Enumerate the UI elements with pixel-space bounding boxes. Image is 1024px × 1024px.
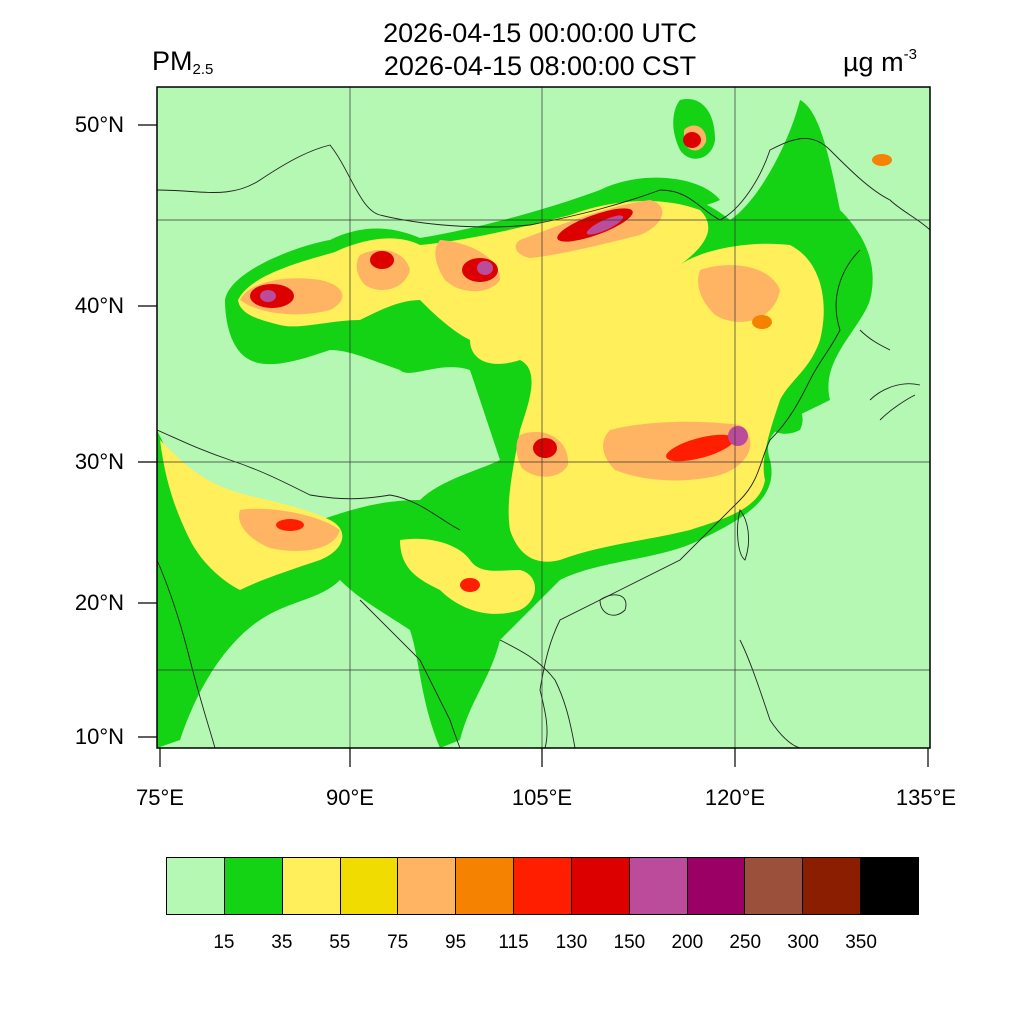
- colorbar-swatch: [167, 858, 225, 914]
- colorbar-swatch: [745, 858, 804, 914]
- colorbar-label: 35: [271, 932, 293, 953]
- lat-tick-label: 20°N: [74, 590, 124, 615]
- variable-subscript: 2.5: [192, 61, 214, 78]
- lat-tick-label: 40°N: [74, 293, 124, 318]
- colorbar-label: 150: [613, 932, 646, 953]
- hotspot-far-ne: [872, 154, 892, 166]
- field-orange-hebei: [698, 265, 780, 322]
- tick-marks: [138, 124, 929, 767]
- colorbar-label: 350: [845, 932, 877, 953]
- colorbar-swatch: [398, 858, 457, 914]
- variable-name: PM: [152, 46, 193, 76]
- boundaries: [157, 138, 930, 748]
- hotspot-myanmar: [460, 578, 480, 592]
- hotspot-hexi-core: [477, 261, 493, 275]
- title-cst: 2026-04-15 08:00:00 CST: [383, 51, 697, 81]
- colorbar-swatch: [629, 858, 688, 914]
- colorbar-swatch: [803, 858, 862, 914]
- colorbar-swatch: [282, 858, 341, 914]
- units-exponent: -3: [903, 46, 917, 63]
- colorbar-swatch: [456, 858, 515, 914]
- hotspot-ganges: [276, 519, 304, 531]
- lat-tick-label: 10°N: [74, 724, 124, 749]
- lon-tick-label: 105°E: [511, 785, 573, 810]
- colorbar-swatch: [687, 858, 746, 914]
- title-utc: 2026-04-15 00:00:00 UTC: [383, 18, 697, 48]
- colorbar-label: 75: [387, 932, 409, 953]
- graticule: [157, 87, 930, 748]
- lat-tick-label: 50°N: [74, 112, 124, 137]
- hotspot-sichuan: [533, 438, 557, 458]
- hotspot-yangtze: [666, 434, 734, 462]
- colorbar-label: 55: [329, 932, 351, 953]
- lon-tick-label: 135°E: [895, 785, 957, 810]
- colorbar-label: 250: [729, 932, 762, 953]
- colorbar-label: 15: [213, 932, 235, 953]
- colorbar-swatch: [514, 858, 572, 914]
- lat-tick-label: 30°N: [74, 449, 124, 474]
- colorbar-swatch: [861, 858, 918, 914]
- colorbar-label: 115: [498, 932, 529, 953]
- hotspot-tarim-core: [260, 290, 276, 302]
- colorbar-swatch: [571, 858, 630, 914]
- lon-tick-label: 120°E: [704, 785, 766, 810]
- hotspot-shandong: [752, 315, 772, 329]
- units-base: µg m: [843, 47, 904, 77]
- units-label: µg m-3: [843, 46, 917, 78]
- colorbar-label: 130: [555, 932, 588, 953]
- variable-label: PM2.5: [152, 46, 213, 78]
- hotspot-shanghai: [728, 426, 748, 446]
- colorbar-label: 95: [445, 932, 467, 953]
- colorbar-swatch: [340, 858, 399, 914]
- colorbar-label: 300: [787, 932, 819, 953]
- lon-tick-label: 75°E: [136, 785, 184, 810]
- colorbar-label: 200: [671, 932, 704, 953]
- hotspot-ne: [683, 132, 701, 148]
- map-frame: [156, 86, 931, 749]
- colorbar: [166, 857, 919, 915]
- lon-tick-label: 90°E: [326, 785, 374, 810]
- colorbar-swatch: [224, 858, 283, 914]
- field-yellow-yunnan: [400, 538, 535, 614]
- concentration-field: [157, 87, 930, 748]
- hotspot-gansu: [370, 251, 394, 269]
